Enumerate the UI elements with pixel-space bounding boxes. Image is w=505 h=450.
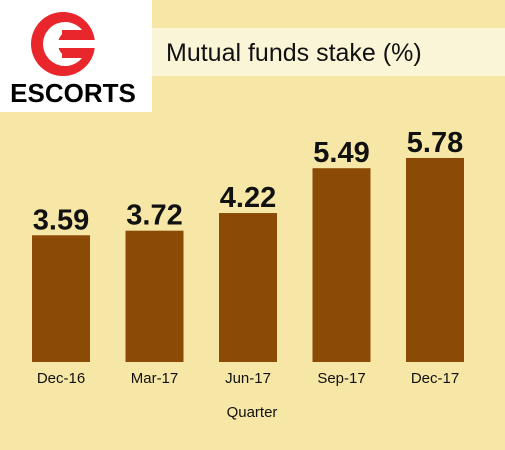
logo-text: ESCORTS — [10, 78, 136, 108]
value-label-dec-16: 3.59 — [33, 204, 89, 236]
x-axis-label: Quarter — [227, 404, 278, 421]
bar-sep-17 — [312, 168, 371, 362]
bar-dec-17 — [406, 157, 464, 362]
bar-jun-17 — [219, 213, 277, 362]
value-label-mar-17: 3.72 — [126, 200, 182, 232]
escorts-logo-icon — [31, 12, 96, 76]
bar-dec-16 — [32, 235, 90, 362]
logo: ESCORTS — [0, 0, 152, 112]
tick-label-jun-17: Jun-17 — [225, 370, 271, 387]
chart-title: Mutual funds stake (%) — [166, 39, 422, 67]
tick-label-dec-16: Dec-16 — [37, 370, 85, 387]
tick-label-sep-17: Sep-17 — [317, 370, 365, 387]
value-label-jun-17: 4.22 — [220, 182, 276, 214]
value-label-dec-17: 5.78 — [407, 127, 463, 159]
bar-mar-17 — [125, 230, 184, 362]
tick-label-mar-17: Mar-17 — [131, 370, 179, 387]
title-band — [152, 28, 505, 76]
tick-label-dec-17: Dec-17 — [411, 370, 459, 387]
bars-layer: 3.59 Dec-16 3.72 Mar-17 4.22 Jun-17 5.49 Sep-17… — [32, 127, 464, 387]
value-label-sep-17: 5.49 — [313, 137, 369, 169]
